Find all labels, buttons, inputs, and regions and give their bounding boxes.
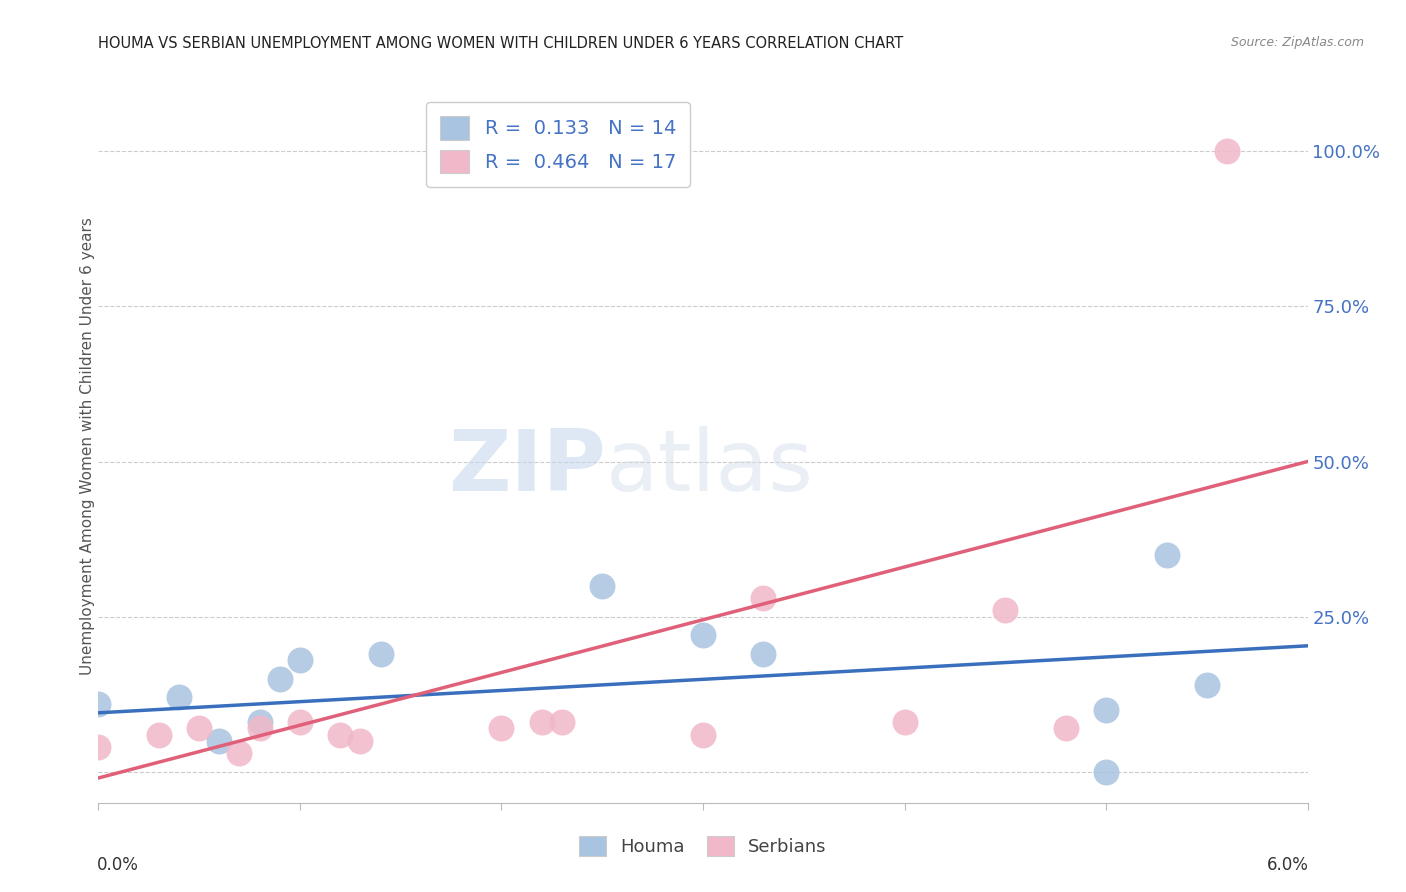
Point bbox=[370, 647, 392, 661]
Point bbox=[591, 579, 613, 593]
Point bbox=[87, 739, 110, 754]
Point bbox=[269, 672, 291, 686]
Point bbox=[208, 733, 231, 747]
Point bbox=[228, 746, 250, 760]
Point bbox=[1095, 703, 1118, 717]
Point bbox=[491, 722, 513, 736]
Point bbox=[1095, 764, 1118, 779]
Point bbox=[752, 647, 775, 661]
Point bbox=[249, 715, 271, 730]
Point bbox=[1054, 722, 1077, 736]
Point bbox=[167, 690, 190, 705]
Point bbox=[692, 727, 714, 741]
Point bbox=[87, 697, 110, 711]
Point bbox=[530, 715, 553, 730]
Text: 6.0%: 6.0% bbox=[1267, 856, 1309, 874]
Text: 0.0%: 0.0% bbox=[97, 856, 139, 874]
Point bbox=[994, 603, 1017, 617]
Point bbox=[349, 733, 371, 747]
Point bbox=[1195, 678, 1218, 692]
Y-axis label: Unemployment Among Women with Children Under 6 years: Unemployment Among Women with Children U… bbox=[80, 217, 94, 675]
Point bbox=[752, 591, 775, 605]
Text: HOUMA VS SERBIAN UNEMPLOYMENT AMONG WOMEN WITH CHILDREN UNDER 6 YEARS CORRELATIO: HOUMA VS SERBIAN UNEMPLOYMENT AMONG WOME… bbox=[98, 36, 904, 51]
Point bbox=[551, 715, 574, 730]
Point bbox=[692, 628, 714, 642]
Text: ZIP: ZIP bbox=[449, 425, 606, 509]
Point bbox=[1156, 548, 1178, 562]
Text: atlas: atlas bbox=[606, 425, 814, 509]
Point bbox=[288, 653, 311, 667]
Point bbox=[249, 722, 271, 736]
Point bbox=[329, 727, 352, 741]
Point bbox=[148, 727, 170, 741]
Point bbox=[1216, 145, 1239, 159]
Point bbox=[288, 715, 311, 730]
Point bbox=[188, 722, 211, 736]
Legend: Houma, Serbians: Houma, Serbians bbox=[569, 827, 837, 865]
Point bbox=[893, 715, 915, 730]
Text: Source: ZipAtlas.com: Source: ZipAtlas.com bbox=[1230, 36, 1364, 49]
